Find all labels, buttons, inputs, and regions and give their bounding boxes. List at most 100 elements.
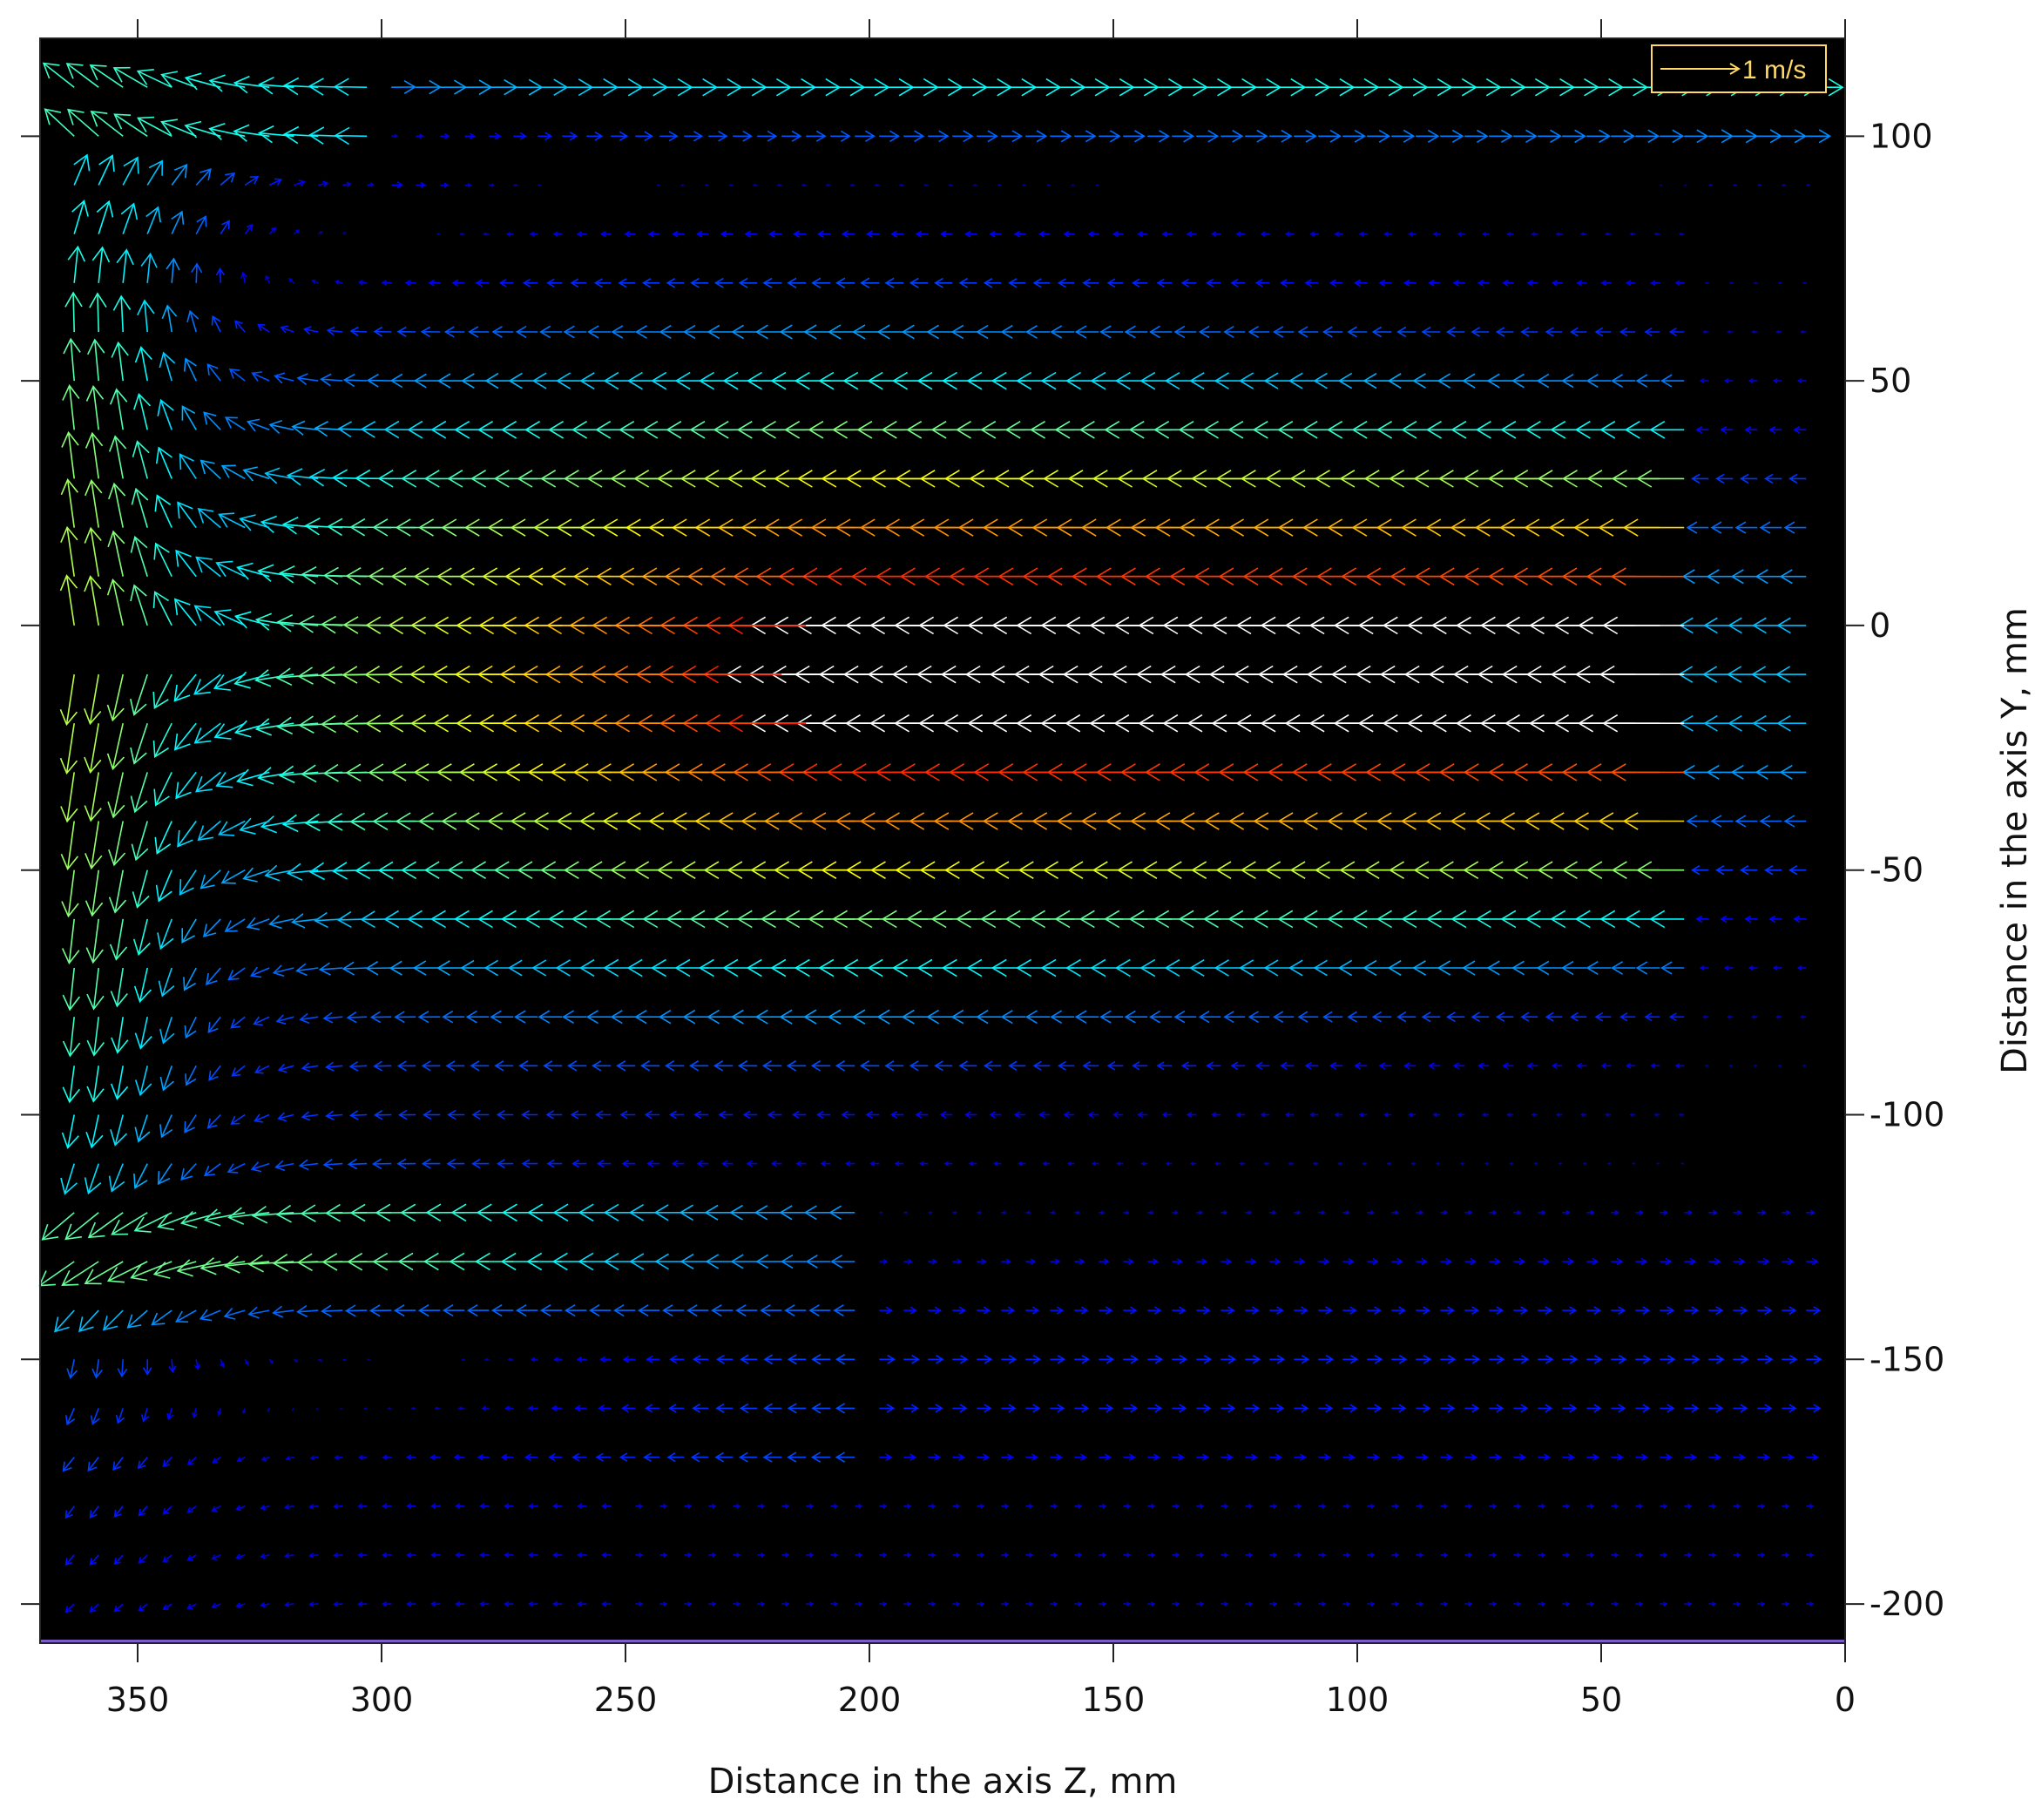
velocity-vector: [315, 1407, 319, 1411]
velocity-vector: [1214, 1161, 1221, 1166]
velocity-vector: [64, 1603, 75, 1614]
velocity-vector: [233, 124, 270, 142]
velocity-vector: [1782, 129, 1808, 144]
velocity-vector: [429, 1454, 441, 1461]
y-tick-label: -150: [1870, 1340, 1944, 1378]
velocity-vector: [806, 1601, 815, 1607]
velocity-vector: [236, 562, 270, 580]
velocity-vector: [1582, 1162, 1587, 1166]
velocity-vector: [1489, 1601, 1498, 1607]
velocity-vector: [299, 1012, 319, 1025]
velocity-vector: [646, 1355, 660, 1363]
velocity-vector: [1106, 1061, 1124, 1071]
velocity-vector: [44, 108, 75, 137]
velocity-vector: [254, 1065, 270, 1074]
velocity-vector: [155, 869, 172, 903]
velocity-vector: [479, 1552, 490, 1559]
velocity-vector: [952, 1306, 967, 1315]
velocity-vector: [696, 1160, 709, 1167]
velocity-vector: [1074, 1601, 1083, 1607]
velocity-vector: [1378, 279, 1392, 287]
velocity-vector: [314, 421, 343, 437]
velocity-vector: [180, 1163, 197, 1181]
velocity-vector: [130, 1261, 172, 1282]
velocity-vector: [1396, 1011, 1417, 1023]
velocity-vector: [244, 1358, 249, 1366]
velocity-vector: [246, 418, 270, 432]
velocity-vector: [181, 405, 197, 430]
velocity-vector: [586, 131, 604, 141]
velocity-vector: [1416, 1404, 1431, 1413]
velocity-vector: [417, 1011, 441, 1024]
velocity-vector: [504, 1503, 514, 1509]
velocity-vector: [1273, 1011, 1295, 1023]
velocity-vector: [1635, 1553, 1644, 1558]
velocity-vector: [1147, 1306, 1162, 1315]
velocity-vector: [1699, 964, 1709, 971]
velocity-vector: [236, 1456, 246, 1462]
velocity-vector: [721, 1160, 734, 1167]
velocity-vector: [1684, 1355, 1701, 1364]
velocity-vector: [160, 118, 197, 138]
velocity-vector: [835, 1403, 855, 1414]
velocity-vector: [1050, 1306, 1065, 1315]
velocity-vector: [1748, 378, 1758, 384]
velocity-vector: [1660, 1504, 1668, 1509]
velocity-vector: [108, 869, 127, 914]
velocity-vector: [989, 1111, 1002, 1119]
velocity-vector: [186, 1457, 197, 1465]
velocity-vector: [1294, 1404, 1309, 1413]
velocity-vector: [738, 277, 758, 288]
velocity-vector: [1740, 473, 1758, 484]
velocity-vector: [915, 1111, 929, 1119]
velocity-vector: [157, 1163, 172, 1186]
velocity-vector: [1611, 1453, 1624, 1461]
velocity-vector: [1489, 1258, 1501, 1265]
velocity-vector: [585, 1010, 612, 1025]
velocity-vector: [1147, 1553, 1156, 1558]
velocity-vector: [152, 591, 172, 626]
velocity-vector: [1734, 521, 1758, 534]
velocity-vector: [635, 1553, 644, 1558]
velocity-vector: [1421, 1011, 1441, 1023]
velocity-vector: [740, 1354, 758, 1364]
velocity-vector: [260, 515, 294, 534]
velocity-vector: [1428, 1062, 1441, 1070]
velocity-vector: [1446, 326, 1465, 337]
velocity-vector: [1635, 1404, 1651, 1413]
velocity-vector: [1699, 378, 1709, 384]
velocity-vector: [1576, 280, 1587, 287]
velocity-vector: [1562, 1601, 1571, 1607]
velocity-vector: [1196, 130, 1220, 143]
velocity-vector: [1600, 280, 1612, 287]
velocity-vector: [308, 1601, 319, 1607]
velocity-vector: [1635, 1453, 1648, 1461]
velocity-vector: [889, 1111, 904, 1119]
velocity-vector: [1220, 1404, 1236, 1413]
velocity-vector: [1046, 184, 1051, 186]
velocity-vector: [1660, 1553, 1668, 1558]
velocity-vector: [166, 257, 180, 283]
velocity-vector: [130, 722, 148, 765]
legend-arrow-head: [1729, 63, 1741, 75]
velocity-vector: [406, 1600, 416, 1607]
velocity-vector: [1481, 1113, 1490, 1117]
velocity-vector: [787, 1451, 807, 1463]
velocity-vector: [763, 1354, 782, 1365]
velocity-vector: [213, 673, 246, 691]
velocity-vector: [440, 79, 468, 95]
velocity-vector: [708, 1601, 717, 1607]
velocity-vector: [445, 1060, 465, 1072]
velocity-vector: [281, 516, 319, 535]
velocity-vector: [1001, 1355, 1018, 1364]
velocity-vector: [1782, 1601, 1790, 1607]
velocity-vector: [1631, 1162, 1636, 1166]
velocity-vector: [619, 1452, 636, 1462]
velocity-vector: [389, 373, 416, 389]
velocity-vector: [1196, 1553, 1205, 1558]
velocity-vector: [1137, 1112, 1148, 1118]
velocity-vector: [107, 772, 125, 819]
velocity-vector: [89, 64, 124, 88]
velocity-vector: [1269, 1355, 1286, 1364]
velocity-vector: [61, 1114, 79, 1150]
